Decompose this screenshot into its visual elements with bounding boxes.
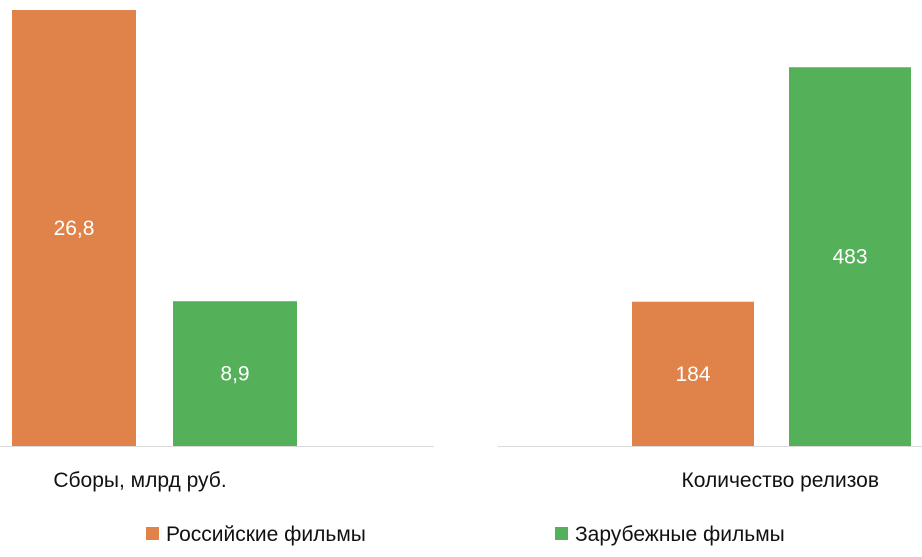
data-label-russian-1: 26,8 [54, 217, 95, 240]
legend-swatch-foreign [555, 527, 568, 540]
legend-item-foreign: Зарубежные фильмы [555, 523, 785, 546]
data-label-foreign-2: 483 [832, 246, 867, 269]
legend-label-russian: Российские фильмы [166, 523, 366, 546]
legend-item-russian: Российские фильмы [146, 523, 366, 546]
data-label-foreign-1: 8,9 [220, 363, 249, 386]
bar-foreign-2 [789, 67, 911, 447]
category-label-1: Сборы, млрд руб. [53, 469, 226, 492]
category-label-2: Количество релизов [682, 469, 879, 492]
legend: Российские фильмы Зарубежные фильмы [146, 523, 785, 546]
legend-swatch-russian [146, 527, 159, 540]
legend-label-foreign: Зарубежные фильмы [575, 523, 785, 546]
data-label-russian-2: 184 [675, 363, 710, 386]
chart-panel-2: 184 483 Количество релизов [498, 67, 922, 492]
bar-foreign-1 [173, 301, 297, 446]
bar-russian-2 [632, 301, 754, 446]
chart-panel-1: 26,8 8,9 Сборы, млрд руб. [0, 10, 434, 492]
bar-russian-1 [12, 10, 136, 446]
